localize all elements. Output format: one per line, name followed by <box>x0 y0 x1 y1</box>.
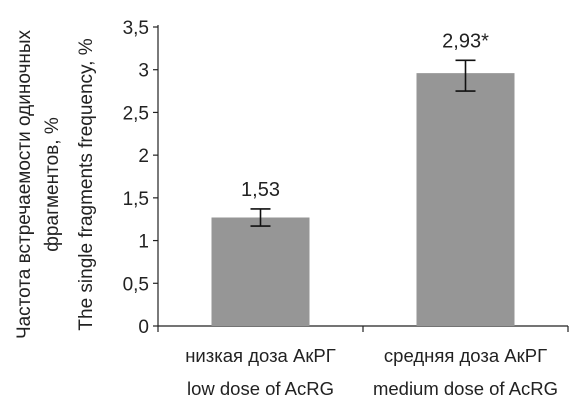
error-bar-1 <box>250 208 271 227</box>
x-tick-label: низкая доза АкРГ <box>185 345 336 366</box>
x-tick-label: low dose of AcRG <box>187 378 334 399</box>
y-axis-title-line: The single fragments frequency, % <box>76 38 97 330</box>
x-axis <box>157 325 569 332</box>
bar-1 <box>211 217 310 326</box>
y-tick-label: 1 <box>138 232 149 253</box>
x-tick-labels: низкая доза АкРГ low dose of AcRG средняя … <box>185 345 558 399</box>
y-tick-label: 0 <box>138 317 149 338</box>
bars <box>211 73 515 326</box>
y-tick-label: 3 <box>138 61 149 82</box>
y-axis-title-line: Частота встречаемости одиночных <box>14 29 35 339</box>
y-axis-label: Частота встречаемости одиночных фрагменто… <box>14 29 97 339</box>
y-tick-label: 0,5 <box>123 274 149 295</box>
y-tick-label: 3,5 <box>123 18 149 39</box>
y-axis: 0 0,5 1 1,5 2 2,5 3 3,5 <box>123 18 159 338</box>
x-tick-label: средняя доза АкРГ <box>384 345 547 366</box>
y-tick-label: 1,5 <box>123 189 149 210</box>
bar-2 <box>416 73 515 326</box>
x-tick-label: medium dose of AcRG <box>373 378 558 399</box>
data-label: 1,53 <box>241 179 280 201</box>
y-axis-title-line: фрагментов, % <box>42 117 63 252</box>
data-labels: 1,53 2,93* <box>241 30 489 201</box>
y-tick-label: 2,5 <box>123 103 149 124</box>
y-tick-label: 2 <box>138 146 149 167</box>
error-bar-2 <box>455 59 476 92</box>
error-bars <box>250 59 476 227</box>
data-label: 2,93* <box>442 30 489 52</box>
